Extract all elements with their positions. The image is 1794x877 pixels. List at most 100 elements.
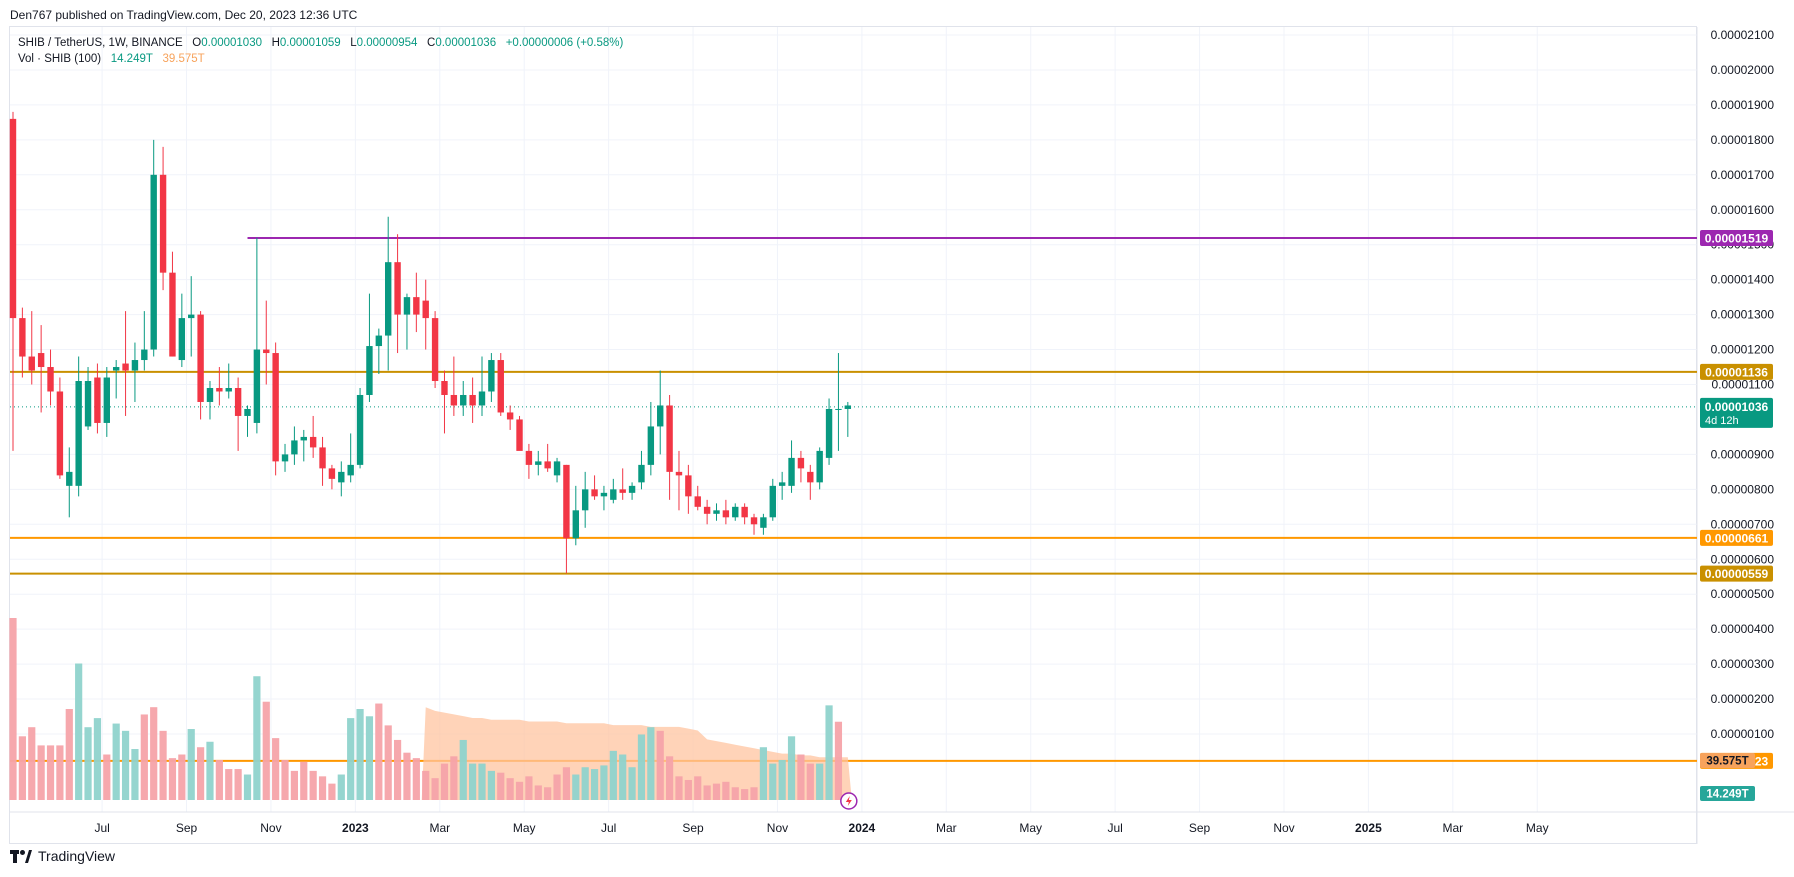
x-tick-label: Nov xyxy=(260,821,281,835)
volume-bar xyxy=(150,707,158,800)
candle-body xyxy=(356,394,364,465)
candle-body xyxy=(497,360,504,413)
candle-body xyxy=(788,457,795,486)
volume-bar xyxy=(168,758,177,800)
candle-body xyxy=(188,314,195,319)
volume-bar xyxy=(637,734,646,800)
candle-body xyxy=(535,461,542,465)
volume-badge-green xyxy=(1700,786,1755,801)
candle-body xyxy=(19,318,26,357)
level-badge xyxy=(1700,565,1773,582)
y-tick-label: 0.00001900 xyxy=(1711,98,1775,112)
level-badge xyxy=(1700,363,1773,380)
candle-body xyxy=(553,461,561,476)
candle-body xyxy=(103,377,110,423)
candle-body xyxy=(37,353,45,368)
candle-body xyxy=(244,408,251,416)
volume-badge-green-label: 14.249T xyxy=(1706,789,1748,801)
volume-bar xyxy=(93,718,102,800)
level-badge-label: 0.00000661 xyxy=(1705,531,1769,545)
volume-bar xyxy=(206,741,214,800)
volume-bar xyxy=(759,747,767,800)
volume-bar xyxy=(131,749,139,800)
volume-bar xyxy=(234,769,242,800)
volume-bar xyxy=(572,774,580,800)
candle-body xyxy=(141,349,148,361)
candle-body xyxy=(375,335,383,347)
x-tick-label: Sep xyxy=(682,821,704,835)
candle-body xyxy=(366,346,373,395)
x-tick-label: Nov xyxy=(1273,821,1294,835)
candle-body xyxy=(47,367,54,392)
volume-bar xyxy=(834,721,843,800)
volume-bar xyxy=(178,754,186,800)
candle-body xyxy=(722,510,730,518)
x-tick-label: 2023 xyxy=(342,821,369,835)
candle-body xyxy=(825,408,833,458)
y-tick-label: 0.00001700 xyxy=(1711,168,1775,182)
candle-body xyxy=(703,506,711,514)
countdown-label: 4d 12h xyxy=(1705,415,1739,427)
volume-bar xyxy=(9,618,17,800)
candle-body xyxy=(675,471,683,476)
grid-lines xyxy=(10,27,1794,844)
level-badge xyxy=(1700,230,1773,247)
volume-bar xyxy=(300,761,308,800)
volume-bar xyxy=(787,736,796,800)
tradingview-footer[interactable]: TradingView xyxy=(10,848,115,864)
y-tick-label: 0.00002100 xyxy=(1711,28,1775,42)
candle-body xyxy=(666,405,673,472)
volume-bar xyxy=(84,727,92,800)
candles xyxy=(9,111,852,574)
candle-body xyxy=(572,510,579,539)
volume-bar xyxy=(684,779,692,800)
volume-bar xyxy=(215,759,223,800)
volume-bar xyxy=(619,754,627,800)
close-value: 0.00001036 xyxy=(435,37,497,49)
time-axis: Jul Sep Nov 2023 Mar May Jul Sep Nov 2024 Mar May Ju… xyxy=(94,821,1548,835)
candle-body xyxy=(56,391,64,476)
candle-body xyxy=(488,360,495,392)
candle-body xyxy=(694,496,701,507)
volume-label: Vol · SHIB (100) xyxy=(18,53,102,65)
volume-bar xyxy=(290,770,298,800)
high-value: 0.00001059 xyxy=(279,37,341,49)
y-tick-label: 0.00000700 xyxy=(1711,517,1775,531)
candle-body xyxy=(610,489,617,500)
volume-bar xyxy=(412,758,420,800)
candle-body xyxy=(385,262,392,336)
candle-body xyxy=(66,471,73,486)
volume-bar xyxy=(769,763,777,800)
volume-bar xyxy=(816,763,824,800)
x-tick-label: 2024 xyxy=(849,821,876,835)
volume-bar xyxy=(309,770,317,800)
volume-bar xyxy=(628,767,636,800)
volume-bar xyxy=(65,709,73,800)
candle-body xyxy=(769,485,776,518)
y-tick-label: 0.00001200 xyxy=(1711,343,1775,357)
volume-bar xyxy=(18,736,26,800)
candle-body xyxy=(150,174,157,350)
volume-bar xyxy=(703,785,711,800)
y-tick-label: 0.00001400 xyxy=(1711,273,1775,287)
price-axis: 0.00002100 0.00002000 0.00001900 0.00001800… xyxy=(1711,28,1775,741)
volume-value-green: 14.249T xyxy=(110,53,153,65)
lightning-glyph xyxy=(845,796,852,806)
candle-body xyxy=(84,381,92,427)
volume-bar xyxy=(741,789,749,800)
volume-bar xyxy=(806,763,814,800)
volume-bar xyxy=(140,714,148,800)
volume-bar xyxy=(797,754,805,800)
y-tick-label: 0.00001100 xyxy=(1711,378,1774,392)
ohlc-row: SHIB / TetherUS, 1W, BINANCE O0.00001030… xyxy=(18,35,623,51)
candle-body xyxy=(441,381,448,395)
volume-bar xyxy=(375,703,383,800)
candle-body xyxy=(563,464,570,539)
volume-bar xyxy=(562,767,571,800)
price-badges: 0.00001519 0.00001136 0.00000661 0.00000559… xyxy=(840,230,1773,810)
candle-body xyxy=(319,447,326,469)
high-label: H xyxy=(271,37,280,49)
volume-bar xyxy=(281,759,289,800)
volume-row: Vol · SHIB (100) 14.249T 39.575T xyxy=(18,51,623,67)
